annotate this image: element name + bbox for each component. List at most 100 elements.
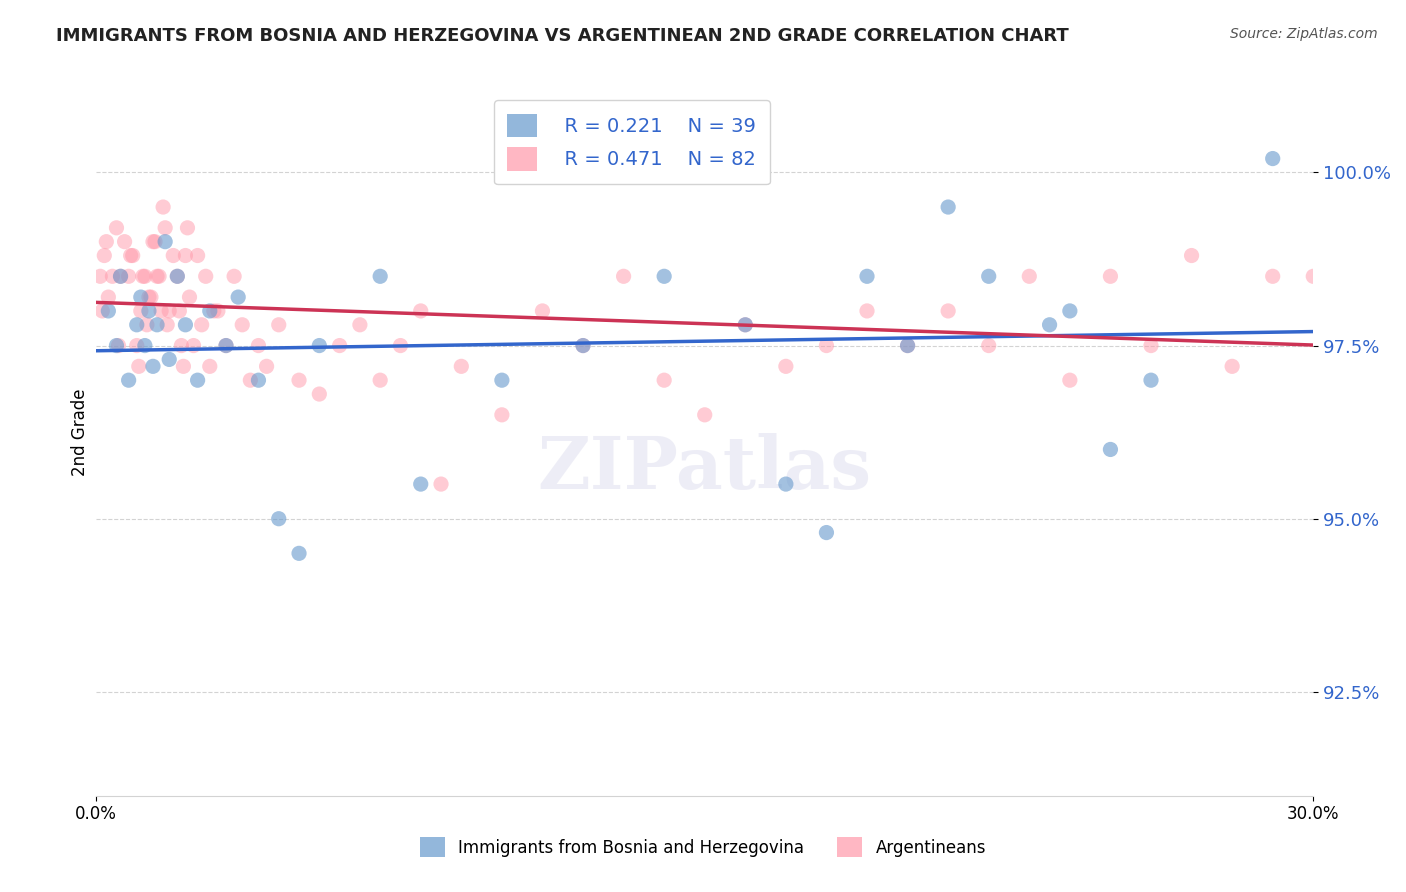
Point xyxy=(652,373,675,387)
Point xyxy=(202,304,225,318)
Point xyxy=(1038,318,1060,332)
Point xyxy=(734,318,756,332)
Point xyxy=(139,290,162,304)
Point xyxy=(936,304,959,318)
Point xyxy=(190,318,212,332)
Point xyxy=(187,373,209,387)
Point xyxy=(856,304,879,318)
Point xyxy=(198,304,221,318)
Point xyxy=(97,304,120,318)
Point xyxy=(129,290,152,304)
Point xyxy=(89,269,111,284)
Point xyxy=(239,373,262,387)
Point xyxy=(143,235,166,249)
Point xyxy=(409,304,432,318)
Point xyxy=(1261,152,1284,166)
Point xyxy=(977,338,1000,352)
Point xyxy=(179,290,201,304)
Text: ZIPatlas: ZIPatlas xyxy=(537,433,872,504)
Point xyxy=(129,304,152,318)
Point xyxy=(120,248,142,262)
Point xyxy=(187,248,209,262)
Point xyxy=(166,269,188,284)
Point xyxy=(308,387,330,401)
Point xyxy=(107,338,129,352)
Point xyxy=(93,248,115,262)
Point xyxy=(256,359,278,374)
Point xyxy=(1018,269,1040,284)
Point xyxy=(153,220,176,235)
Point xyxy=(146,318,169,332)
Point xyxy=(114,235,136,249)
Point xyxy=(1140,373,1163,387)
Point xyxy=(101,269,124,284)
Point xyxy=(368,373,391,387)
Point xyxy=(572,338,595,352)
Point xyxy=(148,269,170,284)
Point xyxy=(734,318,756,332)
Point xyxy=(105,220,128,235)
Point xyxy=(96,235,118,249)
Point xyxy=(105,338,128,352)
Point xyxy=(247,373,270,387)
Point xyxy=(146,269,169,284)
Point xyxy=(1099,269,1122,284)
Point xyxy=(288,546,311,560)
Point xyxy=(409,477,432,491)
Point xyxy=(693,408,716,422)
Point xyxy=(1261,269,1284,284)
Point xyxy=(775,359,797,374)
Point xyxy=(215,338,238,352)
Point xyxy=(97,290,120,304)
Point xyxy=(1140,338,1163,352)
Point xyxy=(430,477,453,491)
Point xyxy=(368,269,391,284)
Point xyxy=(389,338,412,352)
Point xyxy=(491,373,513,387)
Point xyxy=(170,338,193,352)
Point xyxy=(1099,442,1122,457)
Point xyxy=(110,269,132,284)
Point xyxy=(226,290,249,304)
Point xyxy=(156,318,179,332)
Point xyxy=(121,248,143,262)
Text: IMMIGRANTS FROM BOSNIA AND HERZEGOVINA VS ARGENTINEAN 2ND GRADE CORRELATION CHAR: IMMIGRANTS FROM BOSNIA AND HERZEGOVINA V… xyxy=(56,27,1069,45)
Point xyxy=(613,269,636,284)
Point xyxy=(775,477,797,491)
Point xyxy=(215,338,238,352)
Point xyxy=(125,338,148,352)
Point xyxy=(267,512,290,526)
Point xyxy=(162,248,184,262)
Point xyxy=(176,220,198,235)
Point xyxy=(288,373,311,387)
Point xyxy=(652,269,675,284)
Point xyxy=(329,338,352,352)
Point xyxy=(117,269,139,284)
Point xyxy=(117,373,139,387)
Point xyxy=(207,304,229,318)
Point xyxy=(450,359,472,374)
Point xyxy=(174,248,197,262)
Point xyxy=(157,304,180,318)
Point xyxy=(135,318,157,332)
Point xyxy=(1059,304,1081,318)
Point xyxy=(134,269,156,284)
Point xyxy=(491,408,513,422)
Point xyxy=(531,304,554,318)
Point xyxy=(349,318,371,332)
Point xyxy=(815,338,838,352)
Point xyxy=(1302,269,1324,284)
Point xyxy=(142,235,165,249)
Point xyxy=(194,269,217,284)
Point xyxy=(174,318,197,332)
Point xyxy=(231,318,253,332)
Point xyxy=(166,269,188,284)
Point xyxy=(1059,373,1081,387)
Point xyxy=(152,200,174,214)
Point xyxy=(150,304,173,318)
Point xyxy=(856,269,879,284)
Point xyxy=(169,304,191,318)
Point xyxy=(157,352,180,367)
Point xyxy=(815,525,838,540)
Point xyxy=(977,269,1000,284)
